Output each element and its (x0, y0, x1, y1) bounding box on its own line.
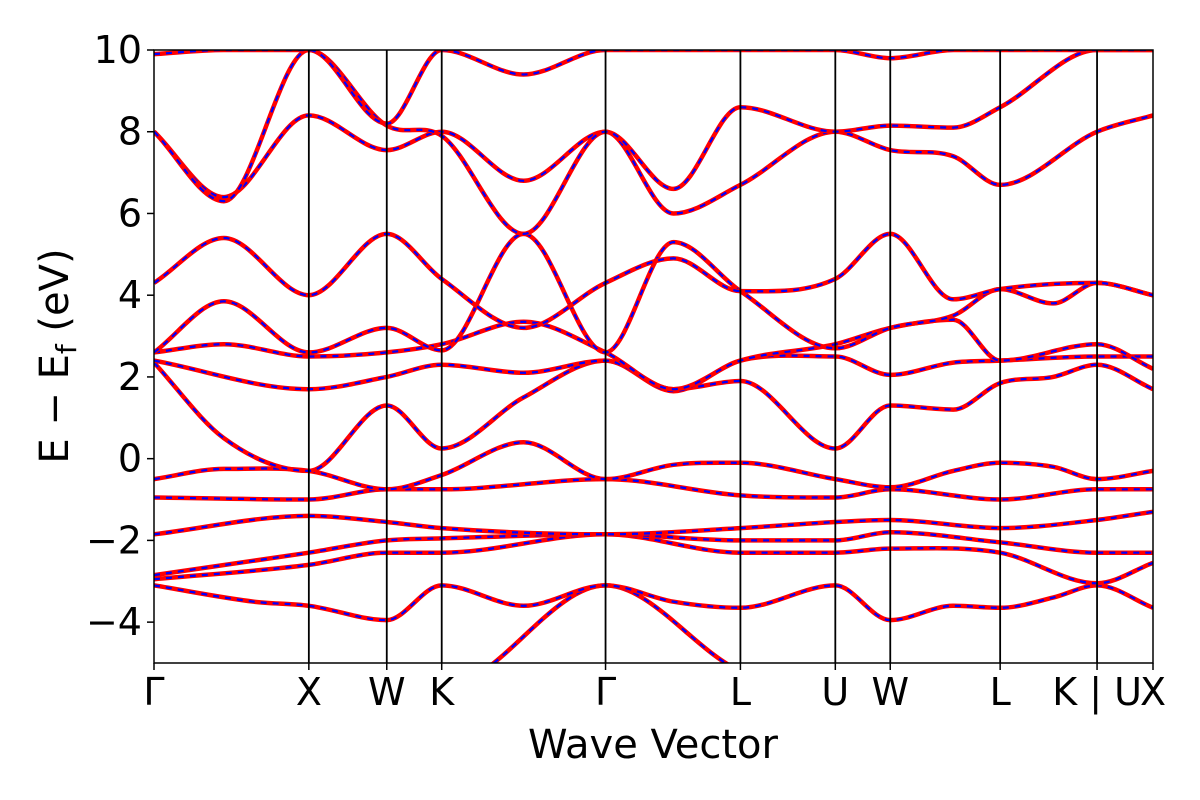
band-12 (154, 231, 1153, 331)
band-line-blue (154, 533, 1153, 585)
y-tick-label: −4 (86, 600, 142, 644)
y-tick-label: 4 (118, 273, 142, 317)
y-axis-title-main: E − E (32, 354, 78, 464)
band-14 (154, 50, 1153, 237)
plot-frame (153, 49, 1154, 664)
band-7 (154, 440, 1153, 492)
band-line-blue (154, 359, 1153, 473)
band-3 (154, 532, 1153, 586)
y-tick-label: 8 (118, 110, 142, 154)
band-line-red (154, 317, 1153, 392)
x-tick-label: Γ (143, 670, 164, 714)
band-line-red (154, 358, 1153, 474)
band-2 (154, 583, 1153, 623)
band-line-blue (154, 232, 1153, 330)
band-line-blue (154, 441, 1153, 491)
band-line-red (154, 50, 1153, 126)
band-line-blue (154, 50, 1153, 236)
x-tick-label: X (1140, 670, 1166, 714)
y-axis-title-suffix: (eV) (32, 248, 78, 344)
band-line-blue (154, 584, 1153, 622)
band-6 (154, 476, 1153, 502)
y-tick-label: 6 (118, 191, 142, 235)
y-axis-title: E − Ef (eV) (32, 248, 83, 463)
x-axis-title: Wave Vector (528, 722, 779, 768)
band-line-red (490, 583, 730, 663)
band-5 (154, 509, 1153, 537)
x-tick-label: X (296, 670, 322, 714)
bands-layer (154, 50, 1153, 663)
y-axis-title-subscript: f (50, 343, 83, 354)
band-10 (154, 317, 1153, 392)
band-8 (154, 358, 1153, 474)
x-tick-label: U (821, 670, 849, 714)
band-line-red (154, 113, 1153, 216)
x-tick-label: W (871, 670, 909, 714)
y-tick-label: −2 (86, 518, 142, 562)
kpoint-lines (307, 50, 1098, 663)
y-axis: −4 −2 0 2 4 6 8 10 (86, 28, 154, 644)
y-tick-label: 10 (94, 28, 142, 72)
y-tick-label: 0 (118, 437, 142, 481)
x-tick-label: L (990, 670, 1011, 714)
band-line-red (154, 50, 1153, 237)
y-tick-label: 2 (118, 355, 142, 399)
band-line-blue (154, 510, 1153, 536)
x-tick-label: Γ (595, 670, 616, 714)
band-1 (490, 583, 730, 663)
x-tick-label: K | U (1052, 670, 1142, 715)
band-line-red (154, 231, 1153, 331)
band-13 (154, 113, 1153, 216)
band-4 (154, 529, 1153, 578)
band-line-red (154, 509, 1153, 537)
band-line-red (154, 476, 1153, 502)
x-tick-label: L (730, 670, 751, 714)
x-tick-label: K (429, 670, 455, 714)
band-15 (154, 50, 1153, 126)
band-line-blue (154, 531, 1153, 577)
band-line-blue (154, 477, 1153, 501)
band-line-blue (154, 50, 1153, 125)
x-tick-label: W (368, 670, 406, 714)
